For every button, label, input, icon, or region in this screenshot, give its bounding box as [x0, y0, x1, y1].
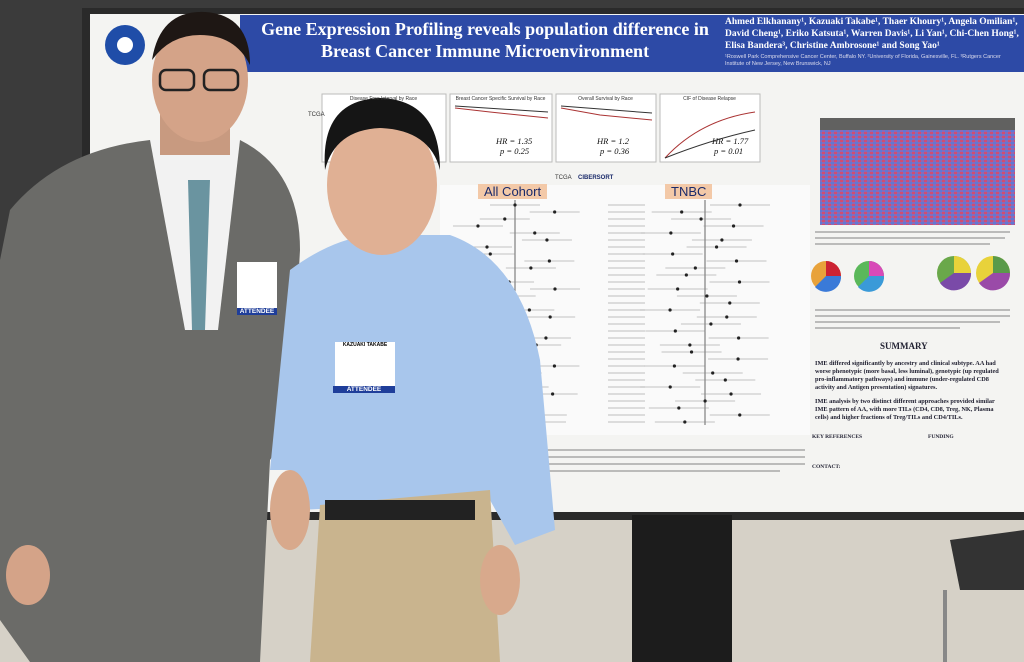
forest-decor — [729, 392, 733, 396]
forest-decor — [527, 308, 531, 312]
forest-decor — [709, 322, 713, 326]
forest-decor — [676, 287, 680, 291]
hazard-ratio: HR = 1.35 — [496, 136, 533, 146]
forest-decor — [683, 420, 687, 424]
poster-title: Gene Expression Profiling reveals popula… — [261, 19, 709, 61]
forest-decor — [725, 315, 729, 319]
plot-title: Breast Cancer Specific Survival by Race — [455, 96, 546, 102]
forest-decor — [737, 336, 741, 340]
plot-title: Overall Survival by Race — [578, 96, 633, 102]
forest-decor — [705, 294, 709, 298]
forest-decor — [529, 266, 533, 270]
forest-decor — [680, 210, 684, 214]
badge-card: KAZUAKI TAKABE — [335, 342, 395, 386]
hazard-ratio: HR = 1.2 — [597, 136, 629, 146]
tcga-label: TCGA — [308, 112, 325, 118]
forest-decor — [552, 364, 557, 368]
forest-decor — [668, 308, 672, 312]
title-bar — [240, 15, 1024, 72]
funding-heading: FUNDING — [928, 434, 954, 440]
background-person-legs — [632, 515, 732, 662]
forest-decor — [553, 210, 557, 214]
forest-decor — [547, 259, 551, 263]
chair — [943, 530, 1024, 662]
summary-heading: SUMMARY — [880, 341, 928, 351]
badge-role: ATTENDEE — [333, 386, 395, 393]
summary-bullet: IME analysis by two distinct different a… — [815, 398, 995, 421]
forest-decor — [671, 252, 675, 256]
plot-title: CIF of Disease Relapse — [683, 96, 736, 102]
forest-decor — [728, 301, 732, 305]
forest-decor — [699, 217, 703, 221]
panel-label: TNBC — [665, 184, 713, 199]
person-left — [0, 11, 300, 662]
p-value: p = 0.01 — [714, 146, 744, 156]
poster-authors: Ahmed Elkhanany¹, Kazuaki Takabe¹, Thaer… — [725, 17, 1019, 51]
badge-role: ATTENDEE — [237, 308, 277, 315]
tcga-label: TCGA — [555, 175, 572, 181]
forest-decor — [513, 203, 517, 207]
forest-decor — [553, 287, 557, 291]
plot-title: Disease Free Interval by Race — [349, 96, 418, 102]
hazard-ratio: HR = 1.77 — [712, 136, 749, 146]
forest-decor — [720, 238, 724, 242]
heatmap — [820, 118, 1015, 225]
forest-decor — [711, 371, 715, 375]
forest-decor — [551, 392, 555, 396]
p-value: p = 0.25 — [500, 146, 530, 156]
forest-decor — [688, 343, 692, 347]
p-value: p = 0.36 — [600, 146, 630, 156]
forest-decor — [703, 399, 707, 403]
forest-decor — [533, 231, 537, 235]
poster-text-lines — [545, 231, 1010, 472]
panel-label: All Cohort — [478, 184, 548, 199]
forest-decor — [714, 245, 719, 249]
forest-decor — [693, 266, 697, 270]
forest-decor — [545, 238, 549, 242]
forest-decor — [668, 385, 672, 389]
badge-card — [237, 262, 277, 310]
forest-decor — [548, 315, 552, 319]
forest-decor — [544, 336, 548, 340]
forest-decor — [476, 224, 480, 228]
forest-decor — [723, 378, 727, 382]
logo — [105, 25, 145, 65]
forest-decor — [503, 217, 507, 221]
forest-decor — [738, 203, 742, 207]
forest-decor — [734, 259, 739, 263]
person-right — [270, 98, 555, 662]
summary-bullet: IME differed significantly by ancestry a… — [815, 360, 999, 391]
forest-decor — [684, 273, 688, 277]
pie-charts — [811, 256, 1011, 292]
cibersort-label: CIBERSORT — [578, 175, 614, 181]
contact-label: CONTACT: — [812, 464, 841, 470]
forest-decor — [488, 252, 492, 256]
forest-decor — [736, 357, 740, 361]
forest-decor — [677, 406, 681, 410]
forest-decor — [672, 364, 677, 368]
forest-decor — [738, 413, 742, 417]
references-heading: KEY REFERENCES — [812, 434, 863, 440]
forest-decor — [673, 329, 677, 333]
forest-decor — [737, 280, 742, 284]
forest-decor — [731, 224, 736, 228]
poster-affiliations: ¹Roswell Park Comprehensive Cancer Cente… — [725, 54, 1001, 67]
forest-decor — [689, 350, 694, 354]
forest-decor — [669, 231, 673, 235]
forest-decor — [485, 245, 489, 249]
